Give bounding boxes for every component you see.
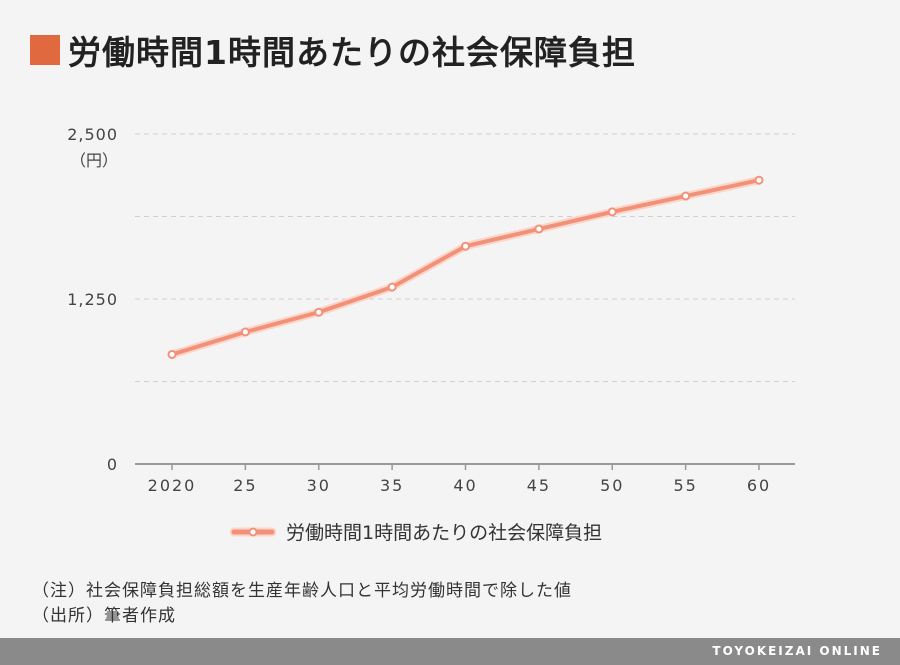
chart-title: 労働時間1時間あたりの社会保障負担 [68, 33, 636, 72]
data-point [314, 307, 324, 317]
legend: 労働時間1時間あたりの社会保障負担 [230, 518, 602, 545]
chart-title-row: 労働時間1時間あたりの社会保障負担 [30, 26, 636, 74]
x-tick-label: 45 [527, 476, 551, 495]
data-point [754, 175, 764, 185]
title-marker [30, 35, 60, 65]
x-tick-label: 60 [747, 476, 771, 495]
data-point [240, 327, 250, 337]
data-point [534, 224, 544, 234]
data-point [167, 349, 177, 359]
data-point [461, 241, 470, 251]
chart-source: （出所）筆者作成 [32, 606, 176, 626]
y-tick-label: 2,500 [67, 125, 118, 144]
y-tick-label: 1,250 [67, 290, 118, 309]
footer-brand: TOYOKEIZAI ONLINE [712, 644, 882, 658]
y-axis-unit: （円） [70, 151, 118, 170]
x-tick-label: 35 [380, 476, 404, 495]
x-tick-label: 2020 [148, 476, 197, 495]
y-tick-label: 0 [107, 455, 118, 474]
legend-point [248, 527, 258, 536]
data-point [607, 207, 617, 217]
legend-label: 労働時間1時間あたりの社会保障負担 [286, 522, 603, 544]
series-line [170, 178, 761, 357]
data-point [681, 191, 691, 201]
x-tick-label: 40 [453, 476, 477, 495]
x-tick-label: 50 [600, 476, 624, 495]
x-tick-label: 30 [307, 476, 331, 495]
data-point [387, 282, 397, 292]
line-chart: 0 1,250 2,500 （円） 2020 25 30 35 40 45 50 55 60 [67, 125, 795, 495]
x-tick-label: 55 [673, 476, 697, 495]
footer-bar: TOYOKEIZAI ONLINE [0, 638, 900, 665]
legend-swatch [230, 527, 276, 536]
chart-note: （注）社会保障負担総額を生産年齢人口と平均労働時間で除した値 [32, 581, 572, 601]
x-tick-label: 25 [233, 476, 257, 495]
